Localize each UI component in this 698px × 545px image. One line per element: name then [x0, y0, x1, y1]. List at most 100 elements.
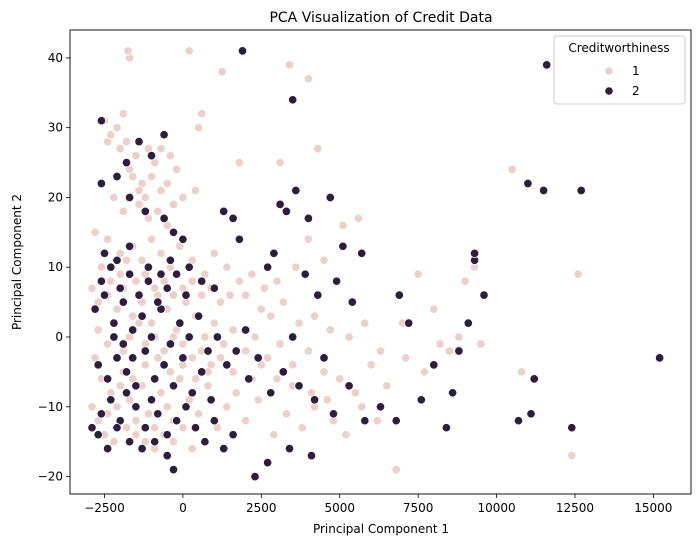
point-series-2-107	[162, 451, 172, 461]
y-tick-label: 20	[48, 190, 63, 204]
point-series-2-88	[121, 388, 132, 398]
point-series-2-54	[194, 311, 204, 321]
point-series-2-95	[181, 402, 191, 412]
point-series-2-73	[441, 423, 451, 433]
point-series-1-164	[134, 185, 144, 196]
point-series-1-26	[178, 192, 188, 203]
y-tick-label: −20	[38, 470, 63, 484]
point-series-2-142	[288, 332, 298, 342]
point-series-1-46	[303, 234, 313, 244]
point-series-1-20	[118, 206, 128, 216]
legend-label-2: 2	[632, 84, 640, 98]
point-series-1-66	[228, 325, 238, 335]
point-series-2-59	[244, 374, 254, 384]
point-series-2-29	[234, 234, 244, 244]
point-series-2-26	[209, 283, 219, 293]
point-series-1-48	[338, 220, 348, 230]
point-series-1-123	[131, 430, 141, 440]
point-series-1-88	[573, 269, 583, 279]
point-series-2-1	[288, 95, 298, 105]
point-series-2-36	[281, 206, 291, 216]
point-series-2-115	[112, 353, 122, 363]
point-series-1-182	[360, 318, 370, 328]
point-series-1-67	[241, 346, 251, 356]
point-series-1-165	[140, 192, 150, 203]
point-series-1-121	[109, 437, 119, 447]
y-tick-label: 0	[55, 330, 63, 344]
point-series-1-161	[115, 144, 125, 154]
y-tick-label: −10	[38, 400, 63, 414]
point-series-2-42	[347, 297, 357, 307]
point-series-1-148	[131, 276, 141, 286]
point-series-1-141	[187, 353, 197, 363]
point-series-2-69	[391, 416, 401, 426]
point-series-1-146	[115, 269, 125, 279]
point-series-1-71	[288, 360, 298, 370]
point-series-1-113	[297, 423, 307, 433]
point-series-2-71	[416, 395, 426, 405]
point-series-1-154	[187, 276, 197, 286]
point-series-1-177	[278, 297, 288, 307]
point-series-1-166	[146, 171, 157, 182]
point-series-1-104	[194, 409, 204, 419]
point-series-1-174	[241, 290, 251, 300]
point-series-2-127	[106, 262, 116, 272]
point-series-1-207	[228, 367, 238, 377]
point-series-2-130	[134, 290, 144, 300]
point-series-1-23	[153, 206, 163, 216]
point-series-1-53	[112, 304, 122, 314]
y-axis-ticks: −20 −10 0 10 20 30 40	[38, 51, 70, 484]
point-series-1-140	[178, 339, 188, 349]
point-series-2-34	[338, 241, 348, 251]
point-series-2-6	[159, 130, 169, 140]
point-series-1-1	[112, 123, 122, 133]
point-series-1-108	[231, 388, 241, 398]
legend-label-1: 1	[632, 64, 640, 78]
point-series-2-75	[454, 346, 464, 356]
point-series-1-87	[567, 451, 577, 461]
point-series-1-33	[146, 234, 157, 244]
point-series-1-80	[429, 304, 439, 314]
point-series-1-50	[87, 283, 97, 293]
point-series-2-31	[291, 185, 301, 196]
point-series-1-81	[444, 346, 455, 356]
point-series-1-184	[401, 353, 411, 363]
point-series-2-51	[165, 339, 175, 349]
point-series-1-27	[190, 185, 201, 196]
point-series-1-57	[146, 318, 157, 328]
point-series-2-105	[137, 444, 147, 454]
point-series-1-49	[353, 213, 364, 223]
point-series-2-66	[344, 381, 354, 391]
point-series-2-70	[404, 318, 414, 328]
point-series-1-34	[156, 248, 166, 258]
point-series-2-15	[159, 213, 169, 223]
point-series-1-186	[435, 339, 445, 349]
point-series-1-75	[350, 388, 360, 398]
point-series-2-38	[263, 262, 273, 272]
point-series-1-45	[291, 262, 301, 272]
point-series-2-63	[294, 381, 304, 391]
point-series-2-27	[219, 206, 229, 216]
point-series-1-84	[476, 339, 486, 349]
point-series-2-113	[93, 360, 103, 370]
point-series-1-29	[103, 234, 113, 244]
point-series-1-147	[121, 255, 132, 265]
point-series-1-41	[234, 276, 244, 286]
x-axis-label: Principal Component 1	[313, 522, 449, 536]
point-series-2-65	[328, 409, 339, 419]
point-series-2-128	[115, 283, 125, 293]
point-series-1-97	[143, 409, 153, 419]
point-series-1-12	[123, 46, 133, 56]
point-series-1-85	[507, 164, 517, 175]
point-series-1-25	[168, 199, 179, 209]
point-series-1-195	[87, 402, 97, 412]
point-series-2-81	[526, 409, 536, 419]
point-series-2-37	[269, 248, 279, 258]
point-series-1-98	[150, 423, 160, 433]
point-series-2-3	[121, 158, 132, 168]
point-series-1-15	[284, 60, 295, 70]
x-tick-label: −2500	[84, 501, 125, 515]
point-series-1-28	[90, 227, 100, 237]
point-series-2-39	[300, 269, 310, 279]
point-series-2-23	[165, 255, 175, 265]
